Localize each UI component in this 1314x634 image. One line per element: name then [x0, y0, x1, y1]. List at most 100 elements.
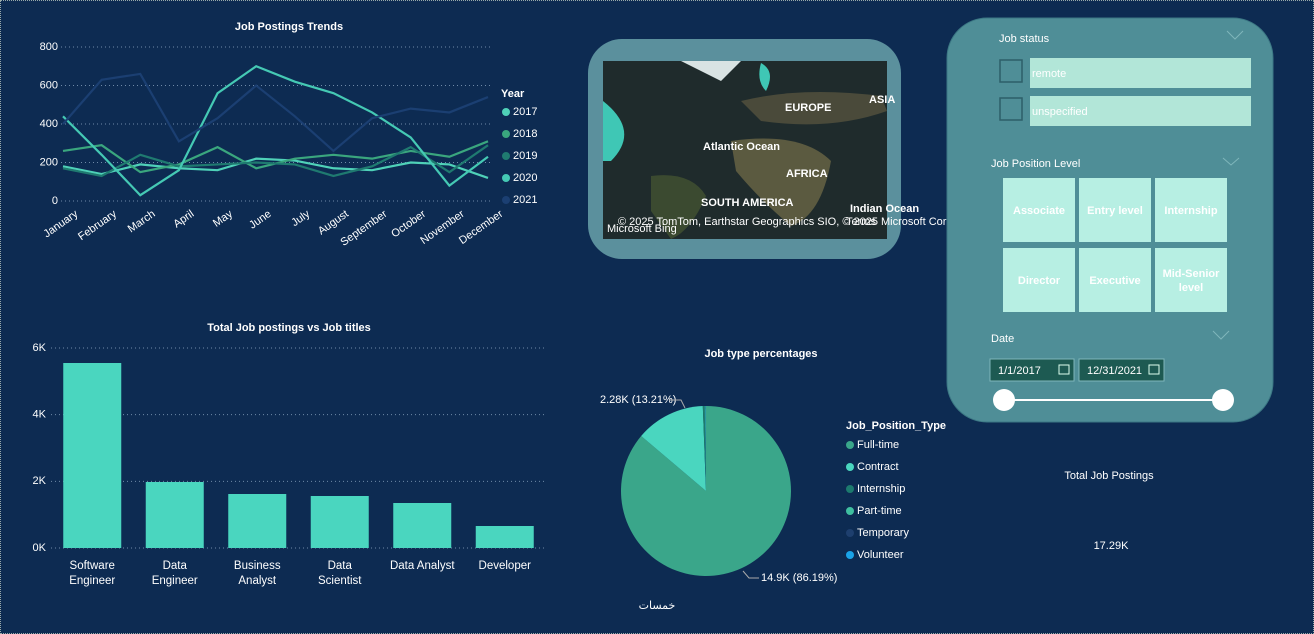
x-tick-label: January: [41, 208, 80, 241]
y-tick-label: 800: [40, 41, 58, 53]
x-tick-label: March: [126, 208, 158, 235]
slider-handle[interactable]: [993, 389, 1015, 411]
legend-swatch: [502, 196, 510, 204]
map-label: EUROPE: [785, 102, 831, 114]
y-tick-label: 400: [40, 118, 58, 130]
pie-slice: [704, 406, 706, 491]
checkbox[interactable]: [999, 97, 1023, 121]
data-label: 14.9K (86.19%): [761, 572, 837, 584]
legend-swatch: [846, 463, 854, 471]
map-terms: Terms: [846, 216, 876, 228]
level-button[interactable]: [1155, 178, 1227, 242]
date-value[interactable]: 12/31/2021: [1087, 365, 1142, 377]
x-tick-label: Business Analyst: [233, 560, 281, 587]
legend-swatch: [846, 551, 854, 559]
map-land: [681, 61, 741, 81]
x-tick-label: May: [211, 208, 235, 230]
map-land: [651, 175, 706, 239]
x-tick-label: Data Scientist: [318, 560, 362, 587]
legend-swatch: [502, 174, 510, 182]
option-label[interactable]: remote: [1032, 68, 1066, 80]
map-land: [731, 138, 831, 226]
legend-swatch: [502, 108, 510, 116]
line-series: [62, 157, 489, 179]
map: EUROPE ASIA Atlantic Ocean AFRICA SOUTH AMER…: [603, 61, 1081, 239]
legend-swatch: [502, 130, 510, 138]
map-brand: Microsoft Bing: [607, 223, 677, 235]
chart-title: Total Job postings vs Job titles: [207, 322, 371, 334]
option-label[interactable]: unspecified: [1032, 106, 1088, 118]
level-label[interactable]: Director: [1018, 275, 1061, 287]
legend-title: Job_Position_Type: [846, 420, 946, 432]
x-tick-label: April: [171, 208, 196, 230]
map-label: Indian Ocean: [850, 203, 919, 215]
legend-label: 2020: [513, 172, 537, 184]
x-tick-label: June: [247, 208, 273, 232]
x-tick-label: Data Engineer: [151, 560, 198, 587]
x-tick-label: Data Analyst: [389, 560, 455, 572]
legend-label: 2018: [513, 128, 537, 140]
level-button[interactable]: [1079, 178, 1151, 242]
level-button[interactable]: [1079, 248, 1151, 312]
legend-swatch: [846, 441, 854, 449]
legend-label: Temporary: [857, 527, 909, 539]
date-value[interactable]: 1/1/2017: [998, 365, 1041, 377]
level-label[interactable]: Internship: [1164, 205, 1217, 217]
legend-label: Contract: [857, 461, 899, 473]
level-label[interactable]: Executive: [1089, 275, 1140, 287]
legend-label: Internship: [857, 483, 905, 495]
option-box[interactable]: [1030, 58, 1251, 88]
legend-label: Full-time: [857, 439, 899, 451]
y-tick-label: 4K: [33, 409, 47, 421]
legend-label: 2017: [513, 106, 537, 118]
y-tick-label: 2K: [33, 475, 47, 487]
date-input[interactable]: [1078, 358, 1165, 382]
map-label: AFRICA: [786, 168, 828, 180]
watermark: خمسات: [639, 599, 676, 612]
option-box[interactable]: [1030, 96, 1251, 126]
chart-title: Job Postings Trends: [235, 21, 343, 33]
filter-title: Job status: [999, 33, 1050, 45]
map-label: Atlantic Ocean: [703, 141, 780, 153]
pie-slice: [620, 406, 791, 576]
chart-title: Job type percentages: [704, 348, 817, 360]
dropdown-icon: [1226, 30, 1244, 40]
x-tick-label: February: [76, 208, 119, 243]
legend-label: Volunteer: [857, 549, 904, 561]
y-tick-label: 600: [40, 79, 58, 91]
y-tick-label: 6K: [33, 342, 47, 354]
level-label[interactable]: Mid-Senior level: [1163, 268, 1221, 294]
calendar-icon: [1148, 364, 1160, 375]
pie-slice: [702, 406, 706, 491]
filter-title: Job Position Level: [991, 158, 1080, 170]
pie-slice: [705, 406, 706, 491]
pie-slice: [641, 406, 706, 491]
map-land: [759, 63, 770, 91]
line-series: [62, 72, 489, 153]
bar: [63, 363, 122, 548]
leader-line: [669, 399, 686, 409]
level-button[interactable]: [1003, 248, 1075, 312]
legend-swatch: [846, 485, 854, 493]
level-label[interactable]: Entry level: [1087, 205, 1143, 217]
x-tick-label: Developer: [478, 560, 531, 572]
kpi-value: 17.29K: [1094, 540, 1130, 552]
dropdown-icon: [1212, 330, 1230, 340]
level-button[interactable]: [1003, 178, 1075, 242]
bar: [310, 496, 369, 548]
checkbox[interactable]: [999, 59, 1023, 83]
level-label[interactable]: Associate: [1013, 205, 1065, 217]
bar: [475, 526, 534, 548]
legend-title: Year: [501, 88, 525, 100]
bar: [393, 503, 452, 548]
leader-line: [742, 570, 759, 579]
y-tick-label: 0K: [33, 542, 47, 554]
filter-title: Date: [991, 333, 1014, 345]
date-input[interactable]: [989, 358, 1075, 382]
slider-handle[interactable]: [1212, 389, 1234, 411]
bar: [145, 482, 204, 548]
x-tick-label: July: [289, 208, 312, 229]
level-button[interactable]: [1155, 248, 1227, 312]
